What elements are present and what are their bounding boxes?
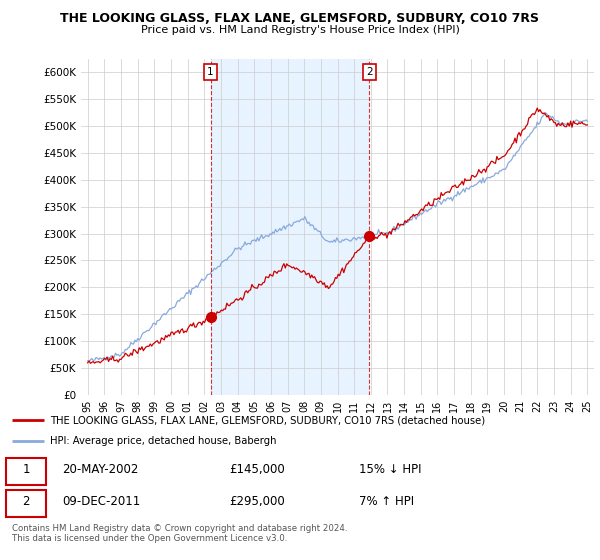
Text: 20-MAY-2002: 20-MAY-2002 bbox=[62, 463, 138, 476]
Text: 2: 2 bbox=[22, 496, 30, 508]
Text: HPI: Average price, detached house, Babergh: HPI: Average price, detached house, Babe… bbox=[50, 436, 277, 446]
Text: 2: 2 bbox=[366, 67, 373, 77]
Bar bbox=[211, 59, 370, 395]
Text: Contains HM Land Registry data © Crown copyright and database right 2024.
This d: Contains HM Land Registry data © Crown c… bbox=[12, 524, 347, 543]
Text: Price paid vs. HM Land Registry's House Price Index (HPI): Price paid vs. HM Land Registry's House … bbox=[140, 25, 460, 35]
Text: 09-DEC-2011: 09-DEC-2011 bbox=[62, 496, 140, 508]
FancyBboxPatch shape bbox=[6, 491, 46, 517]
Text: 1: 1 bbox=[207, 67, 214, 77]
Text: 15% ↓ HPI: 15% ↓ HPI bbox=[359, 463, 421, 476]
FancyBboxPatch shape bbox=[6, 458, 46, 485]
Text: THE LOOKING GLASS, FLAX LANE, GLEMSFORD, SUDBURY, CO10 7RS: THE LOOKING GLASS, FLAX LANE, GLEMSFORD,… bbox=[61, 12, 539, 25]
Text: THE LOOKING GLASS, FLAX LANE, GLEMSFORD, SUDBURY, CO10 7RS (detached house): THE LOOKING GLASS, FLAX LANE, GLEMSFORD,… bbox=[50, 415, 485, 425]
Text: £295,000: £295,000 bbox=[229, 496, 285, 508]
Text: £145,000: £145,000 bbox=[229, 463, 285, 476]
Text: 7% ↑ HPI: 7% ↑ HPI bbox=[359, 496, 414, 508]
Text: 1: 1 bbox=[22, 463, 30, 476]
